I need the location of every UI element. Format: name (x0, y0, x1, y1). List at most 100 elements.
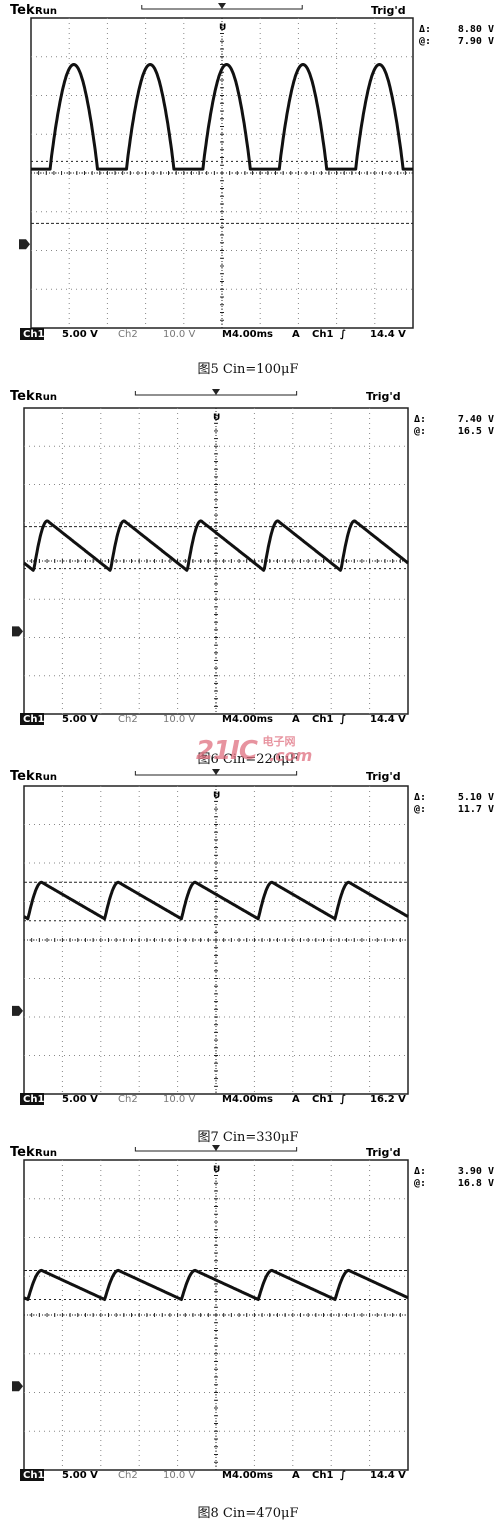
figure-caption: 图6 Cin=220μF (197, 752, 299, 767)
scope-screen: Tek Run Trig'd U Δ: 7.40 V @: 16.5 V Ch1 5.00 V Ch… (10, 389, 494, 725)
measurement-symbol: Δ: (419, 24, 431, 35)
trigger-position-marker (212, 1145, 220, 1151)
header-trigger-status: Trig'd (366, 390, 401, 403)
ch2-scale: 10.0 V (163, 1094, 195, 1105)
measurement-value: 16.5 V (458, 426, 494, 437)
trigger-point-marker: U (213, 1165, 220, 1175)
header-brand: Tek (10, 3, 35, 18)
measurement-value: 11.7 V (458, 804, 494, 815)
measurement-symbol: @: (414, 426, 426, 437)
ch1-ground-marker (19, 239, 30, 250)
header-brand: Tek (10, 1145, 35, 1160)
trigger-level: 14.4 V (370, 1470, 406, 1481)
trigger-slope-icon: ∫ (340, 1470, 346, 1481)
header-mode: Run (35, 772, 57, 783)
watermark: 21IC 电子网 .com (196, 735, 344, 766)
timebase: M4.00ms (222, 329, 273, 340)
measurement-value: 16.8 V (458, 1178, 494, 1189)
trigger-position-marker (218, 3, 226, 9)
ch1-indicator (20, 713, 44, 725)
timebase: M4.00ms (222, 1470, 273, 1481)
header-mode: Run (35, 6, 57, 17)
trigger-slope-icon: ∫ (340, 714, 346, 725)
ch1-label: Ch1 (23, 1094, 44, 1105)
scope-panel-3: Tek Run Trig'd U Δ: 5.10 V @: 11.7 V Ch1 5.00 V Ch… (0, 766, 496, 1148)
ch1-label: Ch1 (23, 1470, 44, 1481)
scope-panel-4: Tek Run Trig'd U Δ: 3.90 V @: 16.8 V Ch1 5.00 V Ch… (0, 1142, 496, 1524)
trigger-mode: A (292, 714, 300, 725)
ch2-scale: 10.0 V (163, 1470, 195, 1481)
trigger-mode: A (292, 329, 300, 340)
ch1-ground-marker (12, 626, 23, 637)
ch1-waveform (23, 880, 409, 921)
header-trigger-status: Trig'd (366, 770, 401, 783)
ch1-scale: 5.00 V (62, 329, 98, 340)
trigger-point-marker: U (219, 23, 226, 33)
measurement-value: 7.90 V (458, 36, 494, 47)
trigger-point-marker: U (213, 791, 220, 801)
ch2-scale: 10.0 V (163, 714, 195, 725)
ch2-label: Ch2 (118, 1094, 138, 1105)
ch2-scale: 10.0 V (163, 329, 195, 340)
ch1-ground-marker (12, 1381, 23, 1392)
ch1-waveform (30, 63, 414, 171)
ch1-waveform (23, 519, 409, 572)
ch1-scale: 5.00 V (62, 1470, 98, 1481)
measurement-symbol: @: (419, 36, 431, 47)
measurement-symbol: Δ: (414, 414, 426, 425)
trigger-position-marker (212, 769, 220, 775)
trigger-mode: A (292, 1470, 300, 1481)
ch1-indicator (20, 1093, 44, 1105)
measurement-symbol: @: (414, 804, 426, 815)
measurement-value: 5.10 V (458, 792, 494, 803)
ch2-label: Ch2 (118, 714, 138, 725)
header-brand: Tek (10, 389, 35, 404)
ch1-waveform (23, 1268, 409, 1301)
center-axes (23, 785, 409, 1095)
figure-caption: 图8 Cin=470μF (197, 1506, 299, 1521)
watermark-domain: .com (269, 746, 313, 765)
header-mode: Run (35, 1148, 57, 1159)
measurement-symbol: Δ: (414, 1166, 426, 1177)
trigger-slope-icon: ∫ (340, 329, 346, 340)
graticule-grid (24, 786, 408, 1094)
trigger-source: Ch1 (312, 329, 333, 340)
trigger-slope-icon: ∫ (340, 1094, 346, 1105)
trigger-point-marker: U (213, 413, 220, 423)
timebase: M4.00ms (222, 1094, 273, 1105)
watermark-sub: 电子网 (262, 735, 296, 748)
trigger-level: 14.4 V (370, 714, 406, 725)
scope-panel-1: Tek Run Trig'd U Δ: 8.80 V @: 7.90 V Ch1 5.00 V Ch… (0, 0, 496, 380)
ch1-indicator (20, 1469, 44, 1481)
center-axes (23, 1159, 409, 1471)
scope-screen: Tek Run Trig'd U Δ: 8.80 V @: 7.90 V Ch1 5.00 V Ch… (10, 3, 494, 340)
measurement-value: 8.80 V (458, 24, 494, 35)
trigger-mode: A (292, 1094, 300, 1105)
measurement-value: 3.90 V (458, 1166, 494, 1177)
timebase: M4.00ms (222, 714, 273, 725)
figure-caption: 图7 Cin=330μF (197, 1130, 299, 1145)
watermark-brand: 21IC (196, 736, 258, 766)
header-trigger-status: Trig'd (371, 4, 406, 17)
ch1-label: Ch1 (23, 714, 44, 725)
measurement-symbol: @: (414, 1178, 426, 1189)
trigger-source: Ch1 (312, 1470, 333, 1481)
ch1-ground-marker (12, 1005, 23, 1016)
center-axes (23, 407, 409, 715)
header-trigger-status: Trig'd (366, 1146, 401, 1159)
ch1-scale: 5.00 V (62, 1094, 98, 1105)
header-brand: Tek (10, 769, 35, 784)
trigger-level: 14.4 V (370, 329, 406, 340)
ch1-scale: 5.00 V (62, 714, 98, 725)
ch2-label: Ch2 (118, 329, 138, 340)
figure-caption: 图5 Cin=100μF (197, 362, 299, 377)
scope-screen: Tek Run Trig'd U Δ: 3.90 V @: 16.8 V Ch1 5.00 V Ch… (10, 1145, 494, 1481)
ch1-indicator (20, 328, 44, 340)
trigger-position-marker (212, 389, 220, 395)
scope-panel-2: Tek Run Trig'd U Δ: 7.40 V @: 16.5 V Ch1 5.00 V Ch… (0, 386, 496, 770)
ch1-label: Ch1 (23, 329, 44, 340)
measurement-value: 7.40 V (458, 414, 494, 425)
trigger-source: Ch1 (312, 1094, 333, 1105)
center-axes (30, 17, 414, 329)
scope-screen: Tek Run Trig'd U Δ: 5.10 V @: 11.7 V Ch1 5.00 V Ch… (10, 769, 494, 1105)
